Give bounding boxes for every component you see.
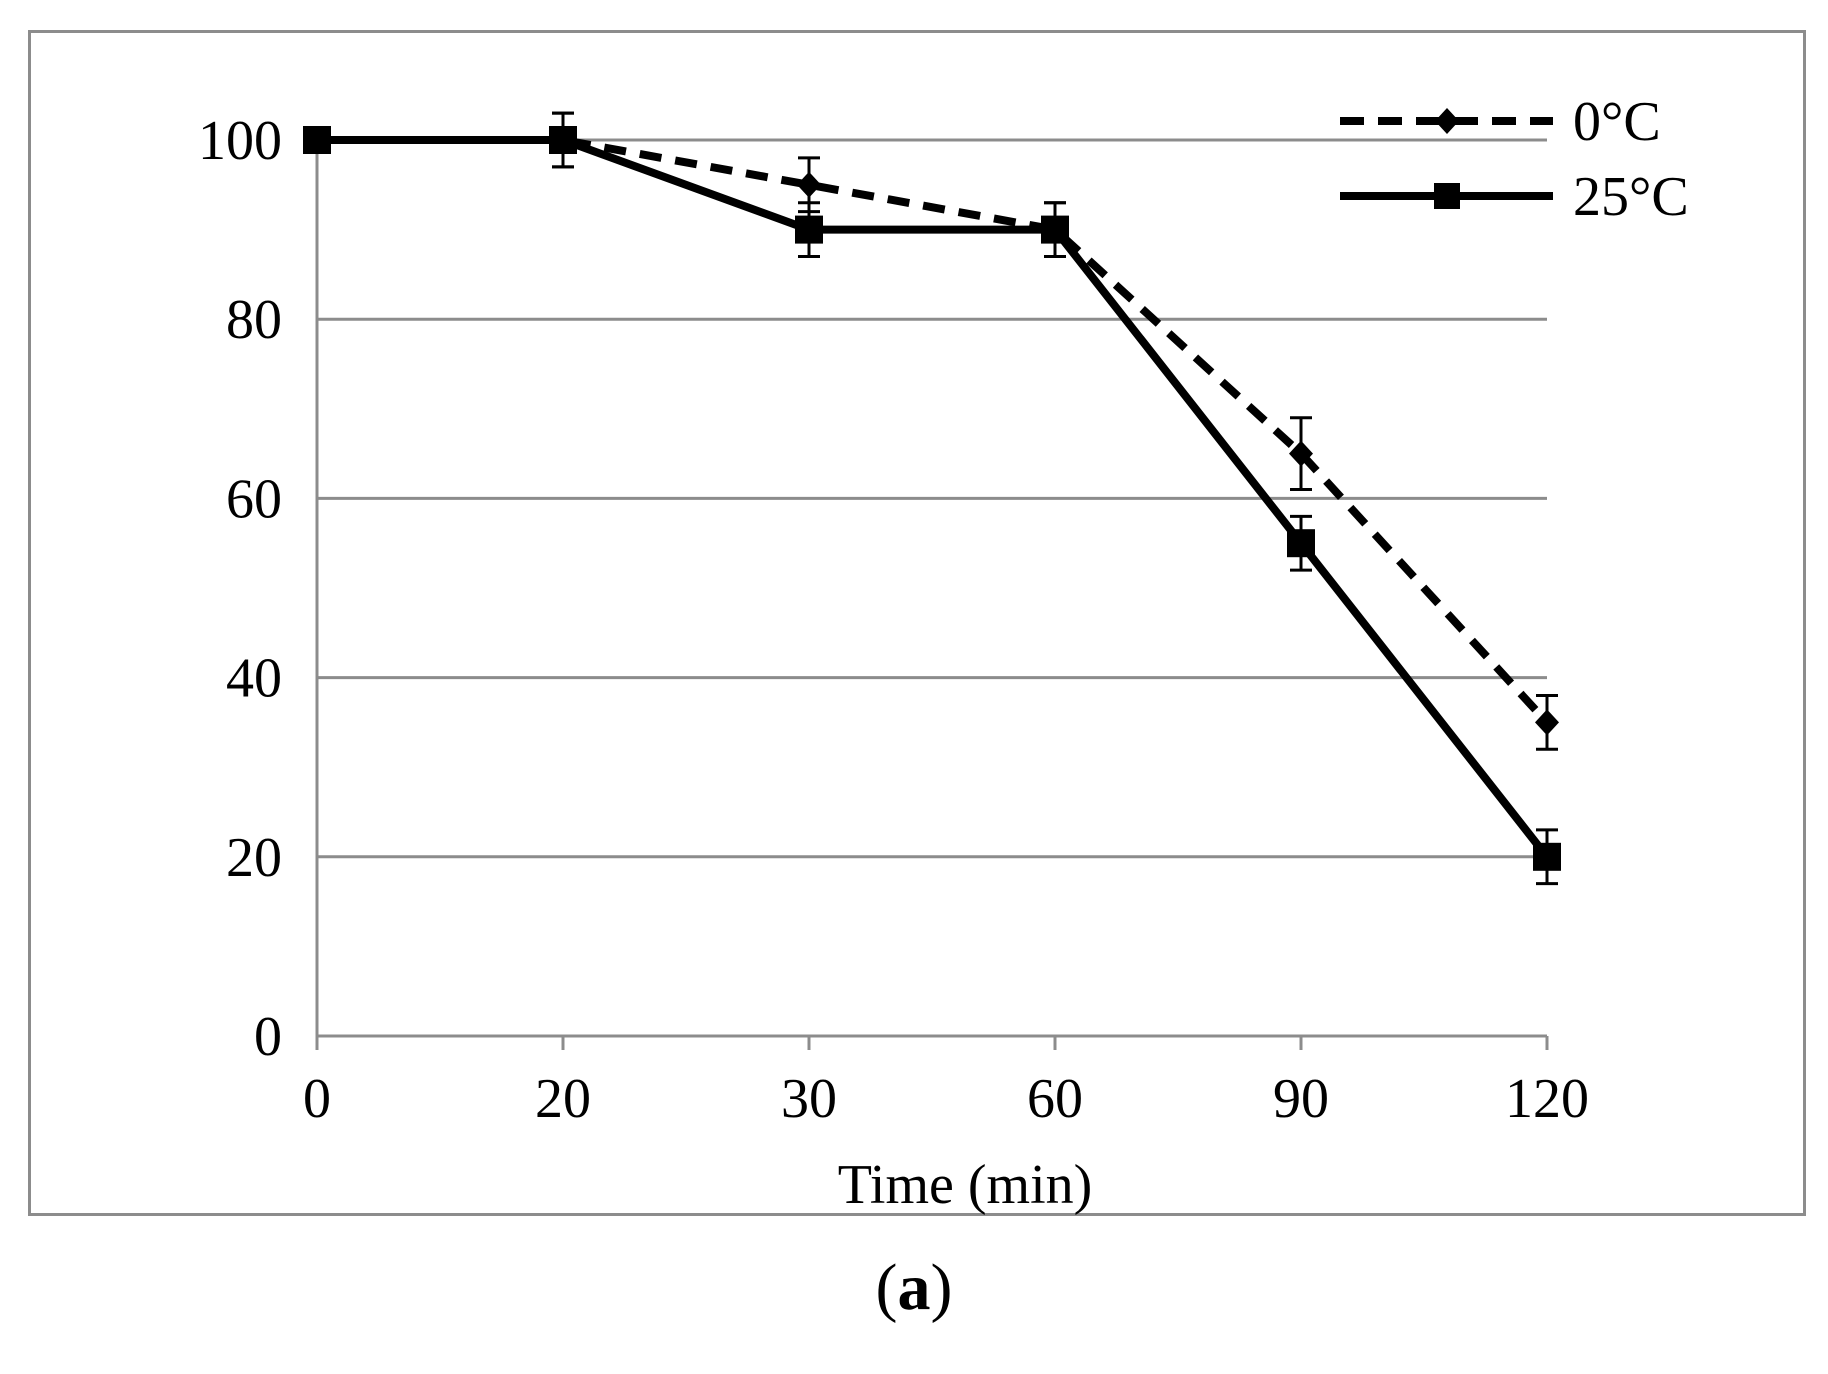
y-tick-label-0: 0 [254,1006,282,1068]
data-point-0°C-30 [797,171,821,198]
caption-open: ( [875,1251,898,1324]
x-tick-label-60: 60 [1027,1068,1083,1130]
y-tick-label-60: 60 [226,468,282,530]
caption-letter: a [897,1251,931,1324]
data-point-25°C-60 [1041,215,1069,244]
data-point-25°C-120 [1533,842,1561,871]
legend-label-25c: 25°C [1573,166,1689,228]
legend-marker-25°C [1434,183,1460,209]
data-point-25°C-30 [795,215,823,244]
legend-marker-0°C [1435,108,1459,134]
data-point-25°C-20 [549,126,577,154]
x-tick-label-90: 90 [1273,1068,1329,1130]
y-tick-label-100: 100 [198,110,282,172]
legend-label-0c: 0°C [1573,91,1661,153]
data-point-25°C-90 [1287,529,1315,558]
x-axis-title: Time (min) [838,1154,1093,1216]
series-line-0c [317,136,1550,726]
data-point-0°C-120 [1535,709,1559,736]
y-tick-label-40: 40 [226,648,282,710]
x-tick-label-120: 120 [1505,1068,1589,1130]
x-tick-label-20: 20 [535,1068,591,1130]
figure-caption: (a) [0,1250,1828,1326]
y-tick-label-20: 20 [226,827,282,889]
x-tick-label-0: 0 [303,1068,331,1130]
series-line-25c [317,136,1551,860]
y-tick-label-80: 80 [226,289,282,351]
data-point-0°C-90 [1289,440,1313,467]
caption-close: ) [930,1251,953,1324]
x-tick-label-30: 30 [781,1068,837,1130]
data-point-25°C-0 [303,126,331,154]
